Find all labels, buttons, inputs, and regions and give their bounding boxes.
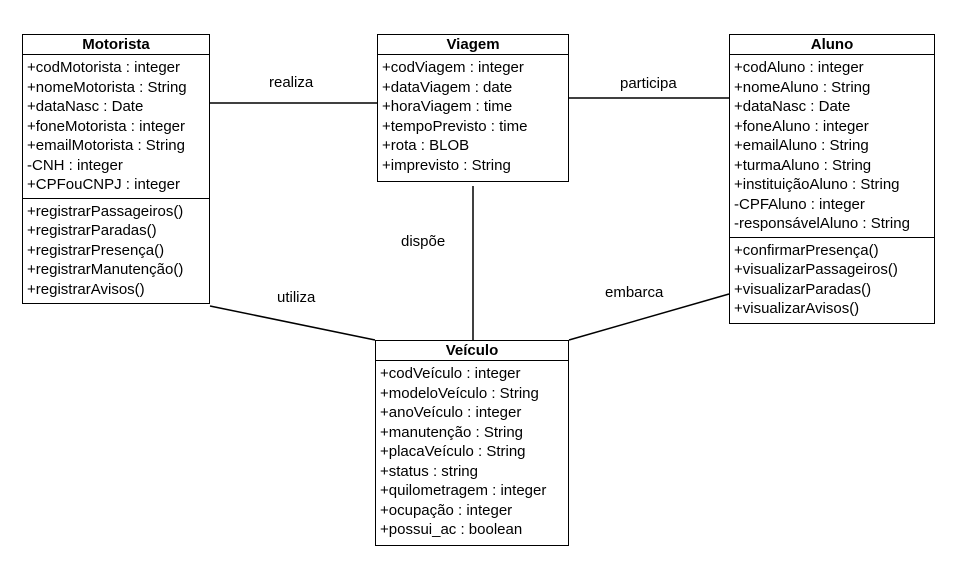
attribute-item: +codMotorista : integer [27,59,180,76]
attribute-item: +turmaAluno : String [734,156,872,174]
attribute-item: -CNH : integer [27,156,123,174]
line-embarca [568,293,730,341]
attribute-item: +foneAluno : integer [734,117,869,135]
operation-item: +registrarParadas() [27,222,157,239]
attribute-item: +codAluno : integer [734,59,864,76]
attribute-item: -responsávelAluno : String [734,215,910,232]
attribute-item: +codViagem : integer [382,59,524,76]
attribute-item: +codVeículo : integer [380,365,521,382]
label-dispoe: dispõe [401,233,446,250]
operation-item: +registrarPassageiros() [27,202,184,220]
attribute-item: +possui_ac : boolean [380,521,523,538]
attribute-item: +foneMotorista : integer [27,117,186,135]
attribute-item: +tempoPrevisto : time [382,117,528,135]
attribute-item: +nomeMotorista : String [27,78,187,96]
class-aluno[interactable]: Aluno +codAluno : integer +nomeAluno : St… [729,34,935,324]
operation-item: +visualizarPassageiros() [734,261,898,278]
class-title: Veículo [376,341,568,361]
attribute-list: +codViagem : integer +dataViagem : date +h… [378,55,568,178]
label-embarca: embarca [605,284,664,301]
attribute-item: +nomeAluno : String [734,78,871,96]
attribute-list: +codAluno : integer +nomeAluno : String +d… [730,55,934,238]
attribute-item: -CPFAluno : integer [734,195,865,213]
attribute-item: +manutenção : String [380,423,524,441]
class-title: Motorista [23,35,209,55]
attribute-item: +modeloVeículo : String [380,384,539,402]
attribute-item: +CPFouCNPJ : integer [27,176,180,193]
class-title: Viagem [378,35,568,55]
attribute-item: +imprevisto : String [382,156,511,174]
class-title: Aluno [730,35,934,55]
attribute-item: +rota : BLOB [382,137,470,154]
label-utiliza: utiliza [277,289,316,306]
attribute-item: +emailAluno : String [734,137,869,154]
attribute-item: +anoVeículo : integer [380,404,522,421]
class-motorista[interactable]: Motorista +codMotorista : integer +nomeMo… [22,34,210,304]
label-participa: participa [620,75,677,92]
label-realiza: realiza [269,74,314,91]
attribute-item: +dataViagem : date [382,78,513,96]
operation-item: +confirmarPresença() [734,241,879,259]
operation-item: +registrarAvisos() [27,280,145,298]
operation-list: +confirmarPresença() +visualizarPassageir… [730,238,934,322]
class-veiculo[interactable]: Veículo +codVeículo : integer +modeloVeíc… [375,340,569,546]
line-utiliza [209,305,376,341]
attribute-item: +emailMotorista : String [27,137,185,154]
attribute-item: +instituiçãoAluno : String [734,176,900,193]
operation-item: +registrarPresença() [27,241,165,259]
attribute-item: +dataNasc : Date [27,98,144,115]
attribute-item: +quilometragem : integer [380,482,547,499]
attribute-item: +horaViagem : time [382,98,513,115]
attribute-item: +placaVeículo : String [380,443,526,460]
attribute-item: +status : string [380,462,478,480]
operation-item: +registrarManutenção() [27,261,184,278]
class-viagem[interactable]: Viagem +codViagem : integer +dataViagem :… [377,34,569,182]
attribute-list: +codMotorista : integer +nomeMotorista : … [23,55,209,199]
attribute-list: +codVeículo : integer +modeloVeículo : St… [376,361,568,543]
attribute-item: +ocupação : integer [380,501,513,519]
operation-list: +registrarPassageiros() +registrarParadas… [23,199,209,303]
attribute-item: +dataNasc : Date [734,98,851,115]
operation-item: +visualizarParadas() [734,280,872,298]
operation-item: +visualizarAvisos() [734,300,860,317]
